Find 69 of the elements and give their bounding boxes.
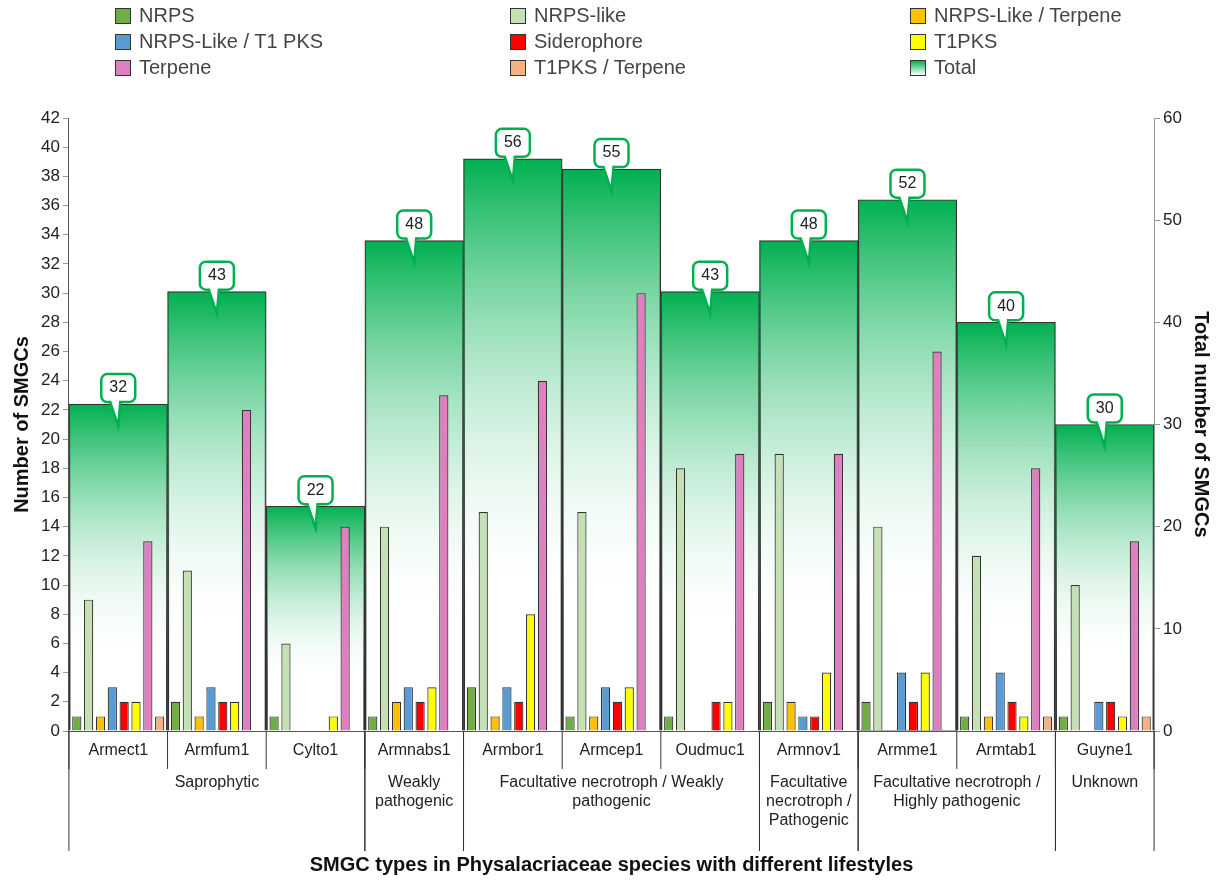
y-tick-label: 12 (40, 545, 60, 565)
data-label: 40 (997, 296, 1016, 314)
y-tick-label: 30 (40, 282, 60, 302)
y-tick-label: 4 (50, 662, 60, 682)
data-label: 55 (602, 143, 621, 161)
text: Weakly pathogenic (375, 773, 454, 810)
data-label: 56 (503, 133, 522, 151)
y2-tick-label: 10 (1163, 618, 1183, 638)
y-tick-label: 20 (40, 428, 60, 448)
x-tick-label: Armect1 (88, 741, 149, 759)
data-label: 30 (1095, 398, 1114, 416)
y2-tick-label: 0 (1163, 720, 1173, 740)
x-tick-label: Armfum1 (184, 741, 250, 759)
y-tick-label: 18 (40, 457, 60, 477)
x-tick-label: Armbor1 (482, 741, 544, 759)
text: Saprophytic (174, 773, 260, 791)
x-tick-label: Guyne1 (1076, 741, 1133, 759)
y-tick-label: 26 (40, 341, 60, 361)
y-tick-label: 16 (40, 487, 60, 507)
y-tick-label: 6 (50, 633, 60, 653)
data-label: 48 (799, 215, 818, 233)
text: SMGC types in Physalacriaceae species with different lifestyles (309, 852, 914, 875)
y-tick-label: 14 (40, 516, 60, 536)
x-tick-label: Oudmuc1 (675, 741, 745, 759)
x-tick-label: Armnov1 (776, 741, 841, 759)
x-tick-label: Armtab1 (975, 741, 1037, 759)
y-tick-label: 38 (40, 166, 60, 186)
data-label: 43 (207, 266, 226, 284)
y2-axis-title: Total number of SMGCs (1191, 311, 1214, 538)
y2-tick-label: 20 (1163, 516, 1183, 536)
text: Unknown (1071, 773, 1139, 791)
legend-label: NRPS-Like / T1 PKS (139, 30, 324, 53)
text: Facultative necrotroph / Highly pathogenic (873, 773, 1041, 810)
legend-label: Total (934, 56, 977, 79)
y-tick-label: 42 (40, 107, 60, 127)
y-tick-label: 8 (50, 603, 60, 623)
y-tick-label: 34 (40, 224, 60, 244)
data-label: 43 (701, 266, 720, 284)
data-label: 32 (109, 378, 128, 396)
y2-tick-label: 50 (1163, 209, 1183, 229)
y-tick-label: 40 (40, 136, 60, 156)
legend-label: Siderophore (534, 30, 643, 53)
y-tick-label: 32 (40, 253, 60, 273)
x-tick-label: Armcep1 (579, 741, 644, 759)
x-tick-label: Armme1 (877, 741, 938, 759)
data-label: 48 (405, 215, 424, 233)
y2-tick-label: 30 (1163, 414, 1183, 434)
legend-label: T1PKS (934, 30, 998, 53)
y2-tick-label: 60 (1163, 107, 1183, 127)
legend-label: Terpene (139, 56, 212, 79)
y-tick-label: 10 (40, 574, 60, 594)
legend-label: NRPS-Like / Terpene (934, 4, 1122, 27)
data-label: 52 (898, 174, 917, 192)
text: Facultative necrotroph / Weakly pathogenic (499, 773, 724, 810)
y-tick-label: 24 (40, 370, 60, 390)
legend-label: T1PKS / Terpene (534, 56, 686, 79)
legend-label: NRPS (139, 4, 195, 27)
y-tick-label: 36 (40, 195, 60, 215)
y2-tick-label: 40 (1163, 312, 1183, 332)
x-tick-label: Cylto1 (292, 741, 339, 759)
y-axis-title: Number of SMGCs (9, 336, 32, 513)
text: Facultative necrotroph / Pathogenic (766, 773, 853, 829)
x-tick-label: Armnabs1 (377, 741, 451, 759)
y-tick-label: 22 (40, 399, 60, 419)
y-tick-label: 28 (40, 312, 60, 332)
legend-label: NRPS-like (534, 4, 627, 27)
data-label: 22 (306, 480, 325, 498)
y-tick-label: 2 (50, 691, 60, 711)
y-tick-label: 0 (50, 720, 60, 740)
